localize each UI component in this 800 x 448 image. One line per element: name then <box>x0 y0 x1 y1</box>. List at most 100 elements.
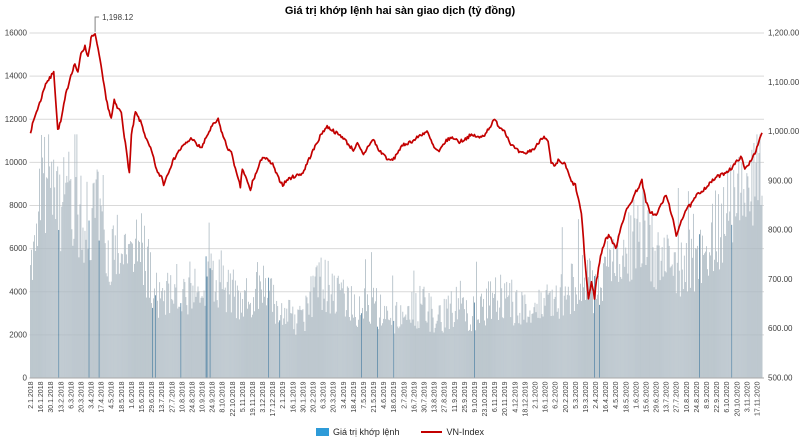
svg-text:600.00: 600.00 <box>768 324 793 333</box>
svg-text:19.3.2020: 19.3.2020 <box>583 381 590 412</box>
svg-text:2.7.2019: 2.7.2019 <box>401 381 408 408</box>
svg-text:13.7.2020: 13.7.2020 <box>664 381 671 412</box>
svg-text:1.6.2018: 1.6.2018 <box>129 381 136 408</box>
svg-text:30.7.2019: 30.7.2019 <box>422 381 429 412</box>
svg-text:23.10.2019: 23.10.2019 <box>482 381 489 416</box>
svg-text:700.00: 700.00 <box>768 275 793 284</box>
vnindex-legend-swatch-icon <box>421 431 443 433</box>
left-axis-labels: 0 2000 4000 6000 8000 10000 12000 14000 16000 <box>5 29 28 383</box>
vnindex-legend-label: VN-Index <box>446 427 484 437</box>
svg-text:16.1.2018: 16.1.2018 <box>38 381 45 412</box>
volume-legend-swatch-icon <box>316 428 330 436</box>
x-axis-labels: 2.1.2018 16.1.2018 30.1.2018 13.2.2018 6.3.2… <box>28 381 762 416</box>
right-axis-labels: 500.00 600.00 700.00 800.00 900.00 1,000.00 1,… <box>768 29 800 383</box>
svg-text:27.7.2018: 27.7.2018 <box>169 381 176 412</box>
svg-text:5.11.2018: 5.11.2018 <box>240 381 247 412</box>
svg-text:8.10.2018: 8.10.2018 <box>220 381 227 412</box>
svg-text:1,198.12: 1,198.12 <box>102 13 134 22</box>
svg-text:800.00: 800.00 <box>768 226 793 235</box>
svg-text:16.1.2019: 16.1.2019 <box>290 381 297 412</box>
svg-text:6000: 6000 <box>9 244 27 253</box>
svg-text:24.8.2018: 24.8.2018 <box>189 381 196 412</box>
svg-text:4000: 4000 <box>9 287 27 296</box>
svg-text:18.12.2019: 18.12.2019 <box>522 381 529 416</box>
svg-text:18.5.2020: 18.5.2020 <box>623 381 630 412</box>
svg-text:8.9.2020: 8.9.2020 <box>704 381 711 408</box>
svg-text:15.6.2020: 15.6.2020 <box>644 381 651 412</box>
svg-text:3.11.2020: 3.11.2020 <box>744 381 751 412</box>
chart-title: Giá trị khớp lệnh hai sàn giao dịch (tỷ … <box>284 5 516 17</box>
svg-text:29.6.2018: 29.6.2018 <box>149 381 156 412</box>
svg-text:7.5.2019: 7.5.2019 <box>361 381 368 408</box>
svg-text:30.1.2018: 30.1.2018 <box>48 381 55 412</box>
svg-text:16.4.2020: 16.4.2020 <box>603 381 610 412</box>
svg-text:20.10.2020: 20.10.2020 <box>734 381 741 416</box>
svg-text:17.11.2020: 17.11.2020 <box>755 381 762 416</box>
svg-text:21.5.2019: 21.5.2019 <box>371 381 378 412</box>
svg-text:18.6.2019: 18.6.2019 <box>391 381 398 412</box>
svg-text:20.11.2019: 20.11.2019 <box>502 381 509 416</box>
svg-text:900.00: 900.00 <box>768 176 793 185</box>
svg-text:24.8.2020: 24.8.2020 <box>694 381 701 412</box>
svg-text:27.8.2019: 27.8.2019 <box>442 381 449 412</box>
svg-text:13.8.2019: 13.8.2019 <box>432 381 439 412</box>
svg-text:500.00: 500.00 <box>768 374 793 383</box>
svg-text:19.11.2018: 19.11.2018 <box>250 381 257 416</box>
svg-text:20.2.2020: 20.2.2020 <box>563 381 570 412</box>
svg-text:4.5.2018: 4.5.2018 <box>109 381 116 408</box>
volume-legend-label: Giá trị khớp lệnh <box>333 427 400 437</box>
svg-text:3.4.2019: 3.4.2019 <box>341 381 348 408</box>
svg-text:2.1.2018: 2.1.2018 <box>28 381 35 408</box>
svg-text:14000: 14000 <box>5 72 28 81</box>
svg-text:10000: 10000 <box>5 158 28 167</box>
svg-text:22.10.2018: 22.10.2018 <box>230 381 237 416</box>
legend-item-vnindex[interactable]: VN-Index <box>421 427 484 437</box>
svg-text:6.3.2018: 6.3.2018 <box>68 381 75 408</box>
svg-text:1,000.00: 1,000.00 <box>768 127 800 136</box>
svg-text:8000: 8000 <box>9 201 27 210</box>
svg-text:1.6.2020: 1.6.2020 <box>633 381 640 408</box>
svg-text:11.9.2019: 11.9.2019 <box>452 381 459 412</box>
svg-text:2000: 2000 <box>9 330 27 339</box>
svg-text:10.8.2018: 10.8.2018 <box>179 381 186 412</box>
svg-text:6.2.2020: 6.2.2020 <box>553 381 560 408</box>
svg-text:29.6.2020: 29.6.2020 <box>654 381 661 412</box>
svg-text:5.3.2020: 5.3.2020 <box>573 381 580 408</box>
svg-text:6.11.2019: 6.11.2019 <box>492 381 499 412</box>
svg-text:4.12.2019: 4.12.2019 <box>512 381 519 412</box>
svg-text:17.4.2018: 17.4.2018 <box>99 381 106 412</box>
svg-text:16.7.2019: 16.7.2019 <box>411 381 418 412</box>
svg-text:20.2.2019: 20.2.2019 <box>311 381 318 412</box>
vnindex-line-series[interactable] <box>29 33 763 300</box>
svg-text:2.1.2019: 2.1.2019 <box>280 381 287 408</box>
svg-text:6.3.2019: 6.3.2019 <box>321 381 328 408</box>
svg-text:17.12.2018: 17.12.2018 <box>270 381 277 416</box>
svg-text:13.2.2018: 13.2.2018 <box>58 381 65 412</box>
svg-text:9.10.2019: 9.10.2019 <box>472 381 479 412</box>
peak-annotation: 1,198.12 <box>94 13 134 32</box>
legend-item-volume[interactable]: Giá trị khớp lệnh <box>316 427 399 437</box>
svg-text:27.7.2020: 27.7.2020 <box>674 381 681 412</box>
chart-legend: Giá trị khớp lệnh VN-Index <box>0 427 800 437</box>
svg-text:22.9.2020: 22.9.2020 <box>714 381 721 412</box>
svg-text:1,200.00: 1,200.00 <box>768 29 800 38</box>
svg-text:10.8.2020: 10.8.2020 <box>684 381 691 412</box>
svg-text:3.12.2018: 3.12.2018 <box>260 381 267 412</box>
svg-text:18.5.2018: 18.5.2018 <box>119 381 126 412</box>
svg-text:4.5.2020: 4.5.2020 <box>613 381 620 408</box>
svg-text:13.7.2018: 13.7.2018 <box>159 381 166 412</box>
volume-bars-series[interactable] <box>30 134 763 378</box>
svg-text:16.1.2020: 16.1.2020 <box>543 381 550 412</box>
svg-text:18.4.2019: 18.4.2019 <box>351 381 358 412</box>
svg-text:25.9.2019: 25.9.2019 <box>462 381 469 412</box>
svg-text:15.6.2018: 15.6.2018 <box>139 381 146 412</box>
svg-text:10.9.2018: 10.9.2018 <box>200 381 207 412</box>
svg-text:3.4.2018: 3.4.2018 <box>89 381 96 408</box>
svg-text:12000: 12000 <box>5 115 28 124</box>
svg-text:2.1.2020: 2.1.2020 <box>533 381 540 408</box>
svg-text:2.4.2020: 2.4.2020 <box>593 381 600 408</box>
svg-text:6.10.2020: 6.10.2020 <box>724 381 731 412</box>
svg-text:20.3.2018: 20.3.2018 <box>78 381 85 412</box>
